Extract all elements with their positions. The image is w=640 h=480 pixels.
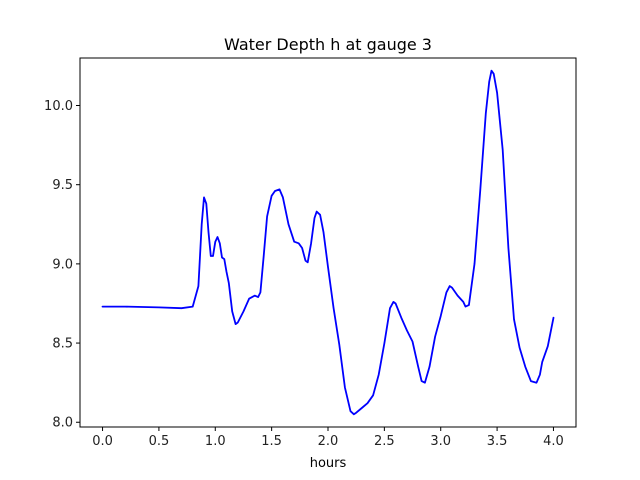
x-tick-label: 2.5: [374, 434, 395, 449]
x-tick-label: 1.0: [205, 434, 226, 449]
x-tick-label: 3.0: [430, 434, 451, 449]
series-line-0: [101, 69, 555, 416]
x-tick-label: 3.5: [487, 434, 508, 449]
y-tick-label: 9.5: [52, 178, 73, 193]
chart-title: Water Depth h at gauge 3: [224, 35, 432, 54]
y-tick-label: 10.0: [44, 99, 73, 114]
x-tick-label: 1.5: [261, 434, 282, 449]
x-tick-label: 2.0: [318, 434, 339, 449]
x-tick-label: 0.0: [92, 434, 113, 449]
y-tick-label: 9.0: [52, 257, 73, 272]
y-tick-label: 8.0: [52, 416, 73, 431]
x-tick-label: 4.0: [543, 434, 564, 449]
x-axis-label: hours: [310, 456, 347, 471]
x-tick-label: 0.5: [149, 434, 170, 449]
plot-area: 0.0 0.5 1.0 1.5 2.0 2.5 3.0 3.5 4.0 8.0 8.5 9.0 9.5 1…: [44, 57, 577, 449]
y-tick-label: 8.5: [52, 337, 73, 352]
